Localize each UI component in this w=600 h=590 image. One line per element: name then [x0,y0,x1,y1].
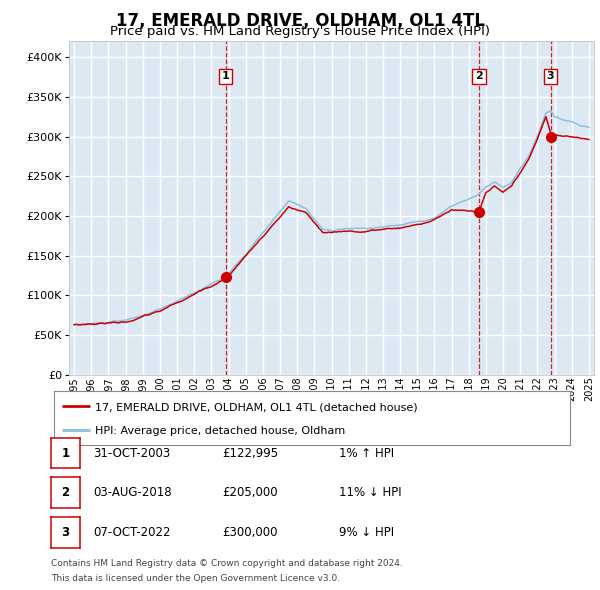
Text: 3: 3 [61,526,70,539]
Text: 17, EMERALD DRIVE, OLDHAM, OL1 4TL: 17, EMERALD DRIVE, OLDHAM, OL1 4TL [115,12,485,30]
Text: 3: 3 [547,71,554,81]
Text: 31-OCT-2003: 31-OCT-2003 [93,447,170,460]
Text: 2: 2 [475,71,483,81]
Text: 11% ↓ HPI: 11% ↓ HPI [339,486,401,499]
Text: Contains HM Land Registry data © Crown copyright and database right 2024.: Contains HM Land Registry data © Crown c… [51,559,403,568]
Text: 17, EMERALD DRIVE, OLDHAM, OL1 4TL (detached house): 17, EMERALD DRIVE, OLDHAM, OL1 4TL (deta… [95,402,418,412]
Text: 1% ↑ HPI: 1% ↑ HPI [339,447,394,460]
Text: £122,995: £122,995 [222,447,278,460]
Text: 1: 1 [222,71,230,81]
Text: 1: 1 [61,447,70,460]
Text: This data is licensed under the Open Government Licence v3.0.: This data is licensed under the Open Gov… [51,574,340,583]
Text: 03-AUG-2018: 03-AUG-2018 [93,486,172,499]
Text: HPI: Average price, detached house, Oldham: HPI: Average price, detached house, Oldh… [95,427,346,437]
Text: £300,000: £300,000 [222,526,277,539]
Text: 2: 2 [61,486,70,499]
Text: £205,000: £205,000 [222,486,278,499]
Text: Price paid vs. HM Land Registry's House Price Index (HPI): Price paid vs. HM Land Registry's House … [110,25,490,38]
Text: 9% ↓ HPI: 9% ↓ HPI [339,526,394,539]
Text: 07-OCT-2022: 07-OCT-2022 [93,526,170,539]
